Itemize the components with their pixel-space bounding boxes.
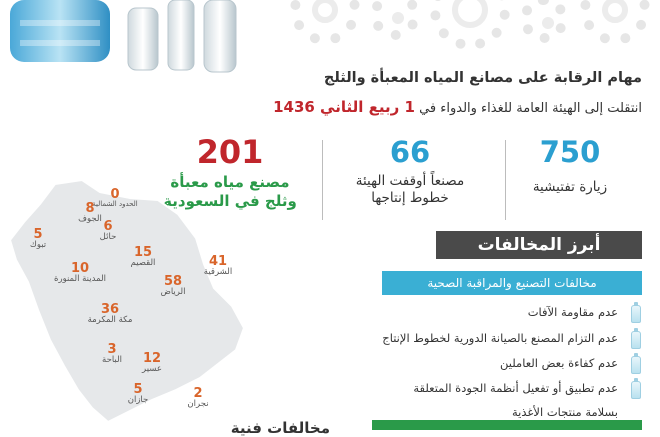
violation-item: عدم التزام المصنع بالصيانة الدورية لخطوط… xyxy=(382,331,618,345)
bottle-bullet-icon xyxy=(631,328,641,349)
violation-item-continued: بسلامة منتجات الأغذية xyxy=(512,405,618,419)
region-riyadh: 58 الرياض xyxy=(160,274,186,297)
divider xyxy=(505,140,506,220)
region-tabuk: 5 تبوك xyxy=(29,227,47,250)
section-bar xyxy=(372,420,642,430)
stat-number: 201 xyxy=(196,133,264,171)
region-hail: 6 حائل xyxy=(99,219,117,242)
divider xyxy=(322,140,323,220)
region-makkah: 36 مكة المكرمة xyxy=(87,302,133,325)
subtitle-date: 1 ربيع الثاني 1436 xyxy=(273,98,415,116)
stat-number: 66 xyxy=(389,135,431,169)
region-madinah: 10 المدينة المنورة xyxy=(54,261,106,284)
page-subtitle: انتقلت إلى الهيئة العامة للغذاء والدواء … xyxy=(273,98,642,116)
stat-label-line2: وثلج في السعودية xyxy=(163,191,297,210)
violation-item: عدم تطبيق أو تفعيل أنظمة الجودة المتعلقة xyxy=(413,381,618,395)
violation-item: عدم مقاومة الآفات xyxy=(527,305,618,319)
bottle-bullet-icon xyxy=(631,302,641,323)
region-jazan: 5 جازان xyxy=(127,382,149,405)
bottle-bullet-icon xyxy=(631,353,641,374)
violation-item: عدم كفاءة بعض العاملين xyxy=(500,356,618,370)
technical-violations-heading: مخالفات فنية xyxy=(230,419,330,437)
stat-label: مصنعاً أوقفت الهيئة خطوط إنتاجها xyxy=(355,173,465,206)
map-land xyxy=(8,178,246,424)
subtitle-text: انتقلت إلى الهيئة العامة للغذاء والدواء … xyxy=(419,101,642,116)
region-jouf: 8 الجوف xyxy=(78,201,102,224)
region-northern-borders: 0 الحدود الشمالية xyxy=(92,187,138,208)
bottle-bullet-icon xyxy=(631,378,641,399)
saudi-arabia-map xyxy=(8,178,246,424)
page-title: مهام الرقابة على مصانع المياه المعبأة وا… xyxy=(323,70,642,86)
stat-label-line1: مصنع مياه معبأة xyxy=(170,173,290,191)
region-baha: 3 الباحة xyxy=(102,342,122,365)
region-asir: 12 عسير xyxy=(142,351,162,374)
gears-background xyxy=(140,0,660,60)
region-qassim: 15 القصيم xyxy=(130,245,156,268)
water-bottles-image xyxy=(10,0,237,73)
stat-total-factories: 201 مصنع مياه معبأة وثلج في السعودية xyxy=(140,133,320,211)
violations-category: مخالفات التصنيع والمراقبة الصحية xyxy=(382,271,642,295)
stat-inspections: 750 زيارة تفتيشية xyxy=(500,135,640,196)
stat-stopped-factories: 66 مصنعاً أوقفت الهيئة خطوط إنتاجها xyxy=(330,135,490,207)
region-eastern: 41 الشرقية xyxy=(203,254,233,277)
region-najran: 2 نجران xyxy=(187,386,209,409)
violations-header: أبرز المخالفات xyxy=(436,231,642,259)
stat-number: 750 xyxy=(539,135,601,169)
stat-label: زيارة تفتيشية xyxy=(532,179,608,195)
